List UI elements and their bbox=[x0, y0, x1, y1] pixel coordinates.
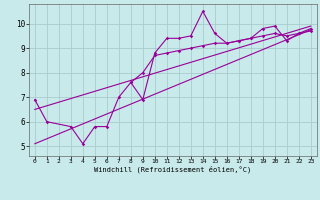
X-axis label: Windchill (Refroidissement éolien,°C): Windchill (Refroidissement éolien,°C) bbox=[94, 166, 252, 173]
